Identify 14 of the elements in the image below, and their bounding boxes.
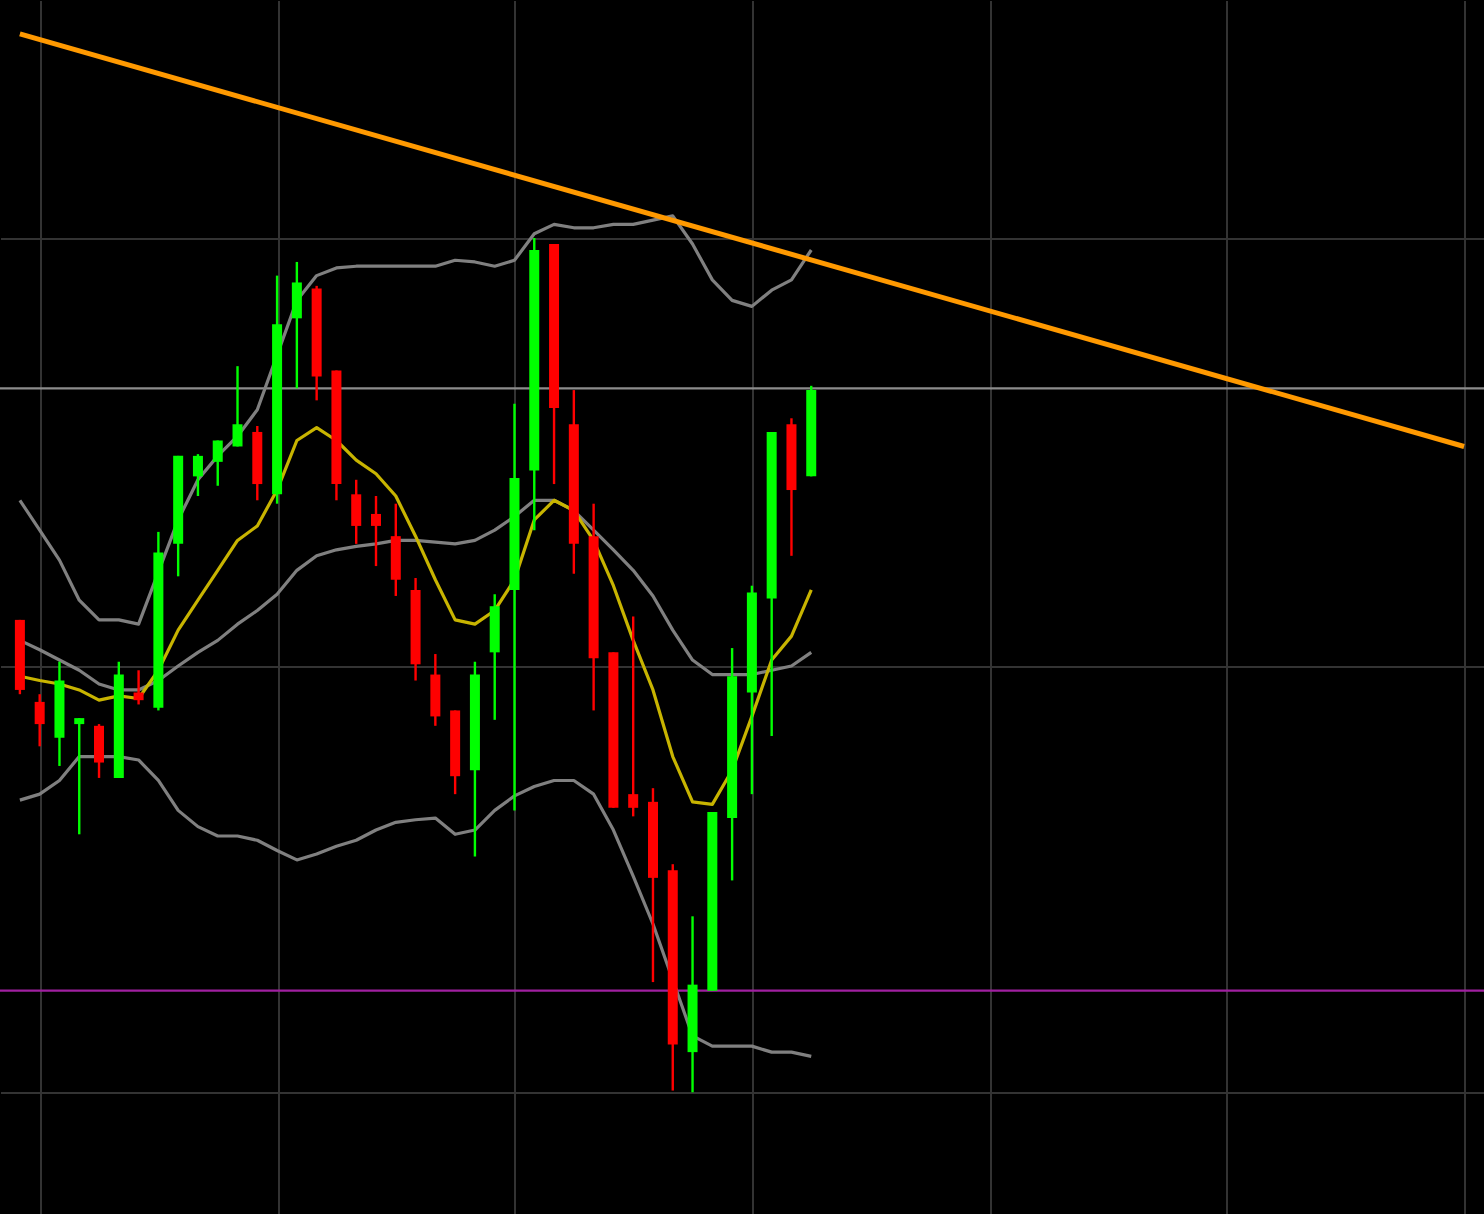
candlestick: [94, 722, 105, 780]
candlestick: [232, 364, 243, 448]
candlestick: [34, 693, 45, 748]
candlestick: [430, 652, 441, 728]
candlestick: [371, 494, 381, 568]
candlestick: [192, 452, 203, 498]
candlestick: [133, 669, 144, 706]
candlestick: [291, 260, 302, 390]
candlestick: [628, 615, 639, 818]
candlestick: [351, 478, 362, 546]
candlestick: [390, 502, 401, 598]
candlestick: [74, 716, 85, 836]
candlestick: [212, 439, 223, 487]
candlestick: [489, 593, 500, 722]
